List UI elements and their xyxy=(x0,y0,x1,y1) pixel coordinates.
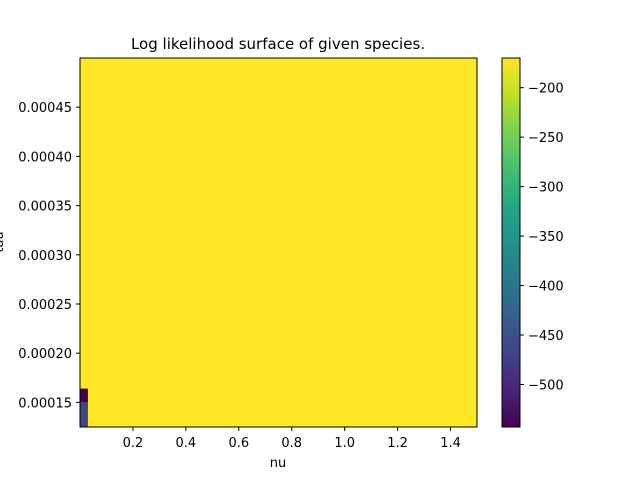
plot-area xyxy=(79,57,478,428)
y-tick-label: 0.00020 xyxy=(18,347,72,362)
y-tick-label: 0.00045 xyxy=(18,101,72,116)
y-tick-label: 0.00015 xyxy=(18,396,72,411)
x-tick-label: 1.2 xyxy=(387,436,408,451)
heatmap-cell-1 xyxy=(80,388,88,403)
x-tick-label: 0.6 xyxy=(228,436,249,451)
x-tick-label: 1.0 xyxy=(334,436,355,451)
colorbar-tick-label: −350 xyxy=(528,230,564,245)
y-tick-label: 0.00030 xyxy=(18,249,72,264)
colorbar-tick-label: −300 xyxy=(528,181,564,196)
x-axis-ticks: 0.2 0.4 0.6 0.8 1.0 1.2 1.4 xyxy=(123,427,461,451)
x-axis-label: nu xyxy=(270,456,286,471)
plot-frame xyxy=(79,57,478,428)
y-tick-label: 0.00040 xyxy=(18,150,72,165)
colorbar-tick-label: −250 xyxy=(528,131,564,146)
chart-title: Log likelihood surface of given species. xyxy=(131,35,425,53)
x-tick-label: 0.4 xyxy=(176,436,197,451)
y-tick-label: 0.00025 xyxy=(18,298,72,313)
colorbar-tick-label: −200 xyxy=(528,82,564,97)
heatmap-cell-0 xyxy=(80,402,88,427)
colorbar-tick-label: −500 xyxy=(528,378,564,393)
y-axis-label: tau xyxy=(0,231,7,252)
colorbar-tick-label: −400 xyxy=(528,280,564,295)
y-axis-ticks: 0.00015 0.00020 0.00025 0.00030 0.00035 0.000… xyxy=(18,101,80,411)
x-tick-label: 0.8 xyxy=(281,436,302,451)
colorbar-tick-label: −450 xyxy=(528,329,564,344)
x-tick-label: 0.2 xyxy=(123,436,144,451)
x-tick-label: 1.4 xyxy=(440,436,461,451)
y-tick-label: 0.00035 xyxy=(18,200,72,215)
colorbar: −200 −250 −300 −350 −400 −450 −500 xyxy=(501,57,564,428)
colorbar-gradient xyxy=(501,57,521,428)
colorbar-ticks: −200 −250 −300 −350 −400 −450 −500 xyxy=(520,82,564,393)
heatmap-background xyxy=(80,58,477,427)
